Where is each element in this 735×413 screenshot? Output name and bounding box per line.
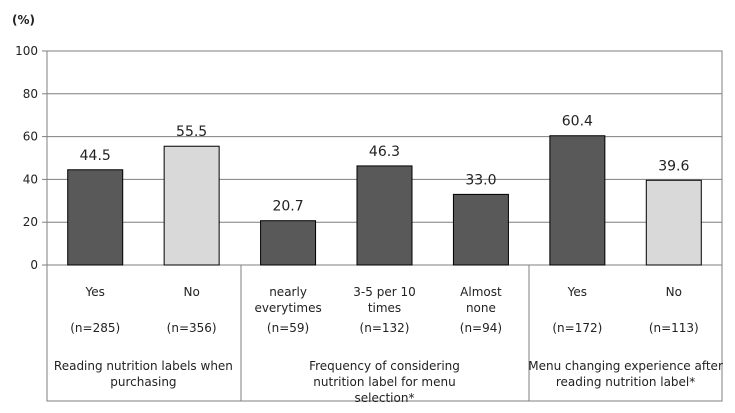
category-label: nearly: [269, 285, 307, 299]
bar-value-label: 44.5: [80, 148, 111, 164]
group-labels: Reading nutrition labels when purchasing F…: [54, 359, 723, 405]
category-n-label: (n=94): [460, 321, 502, 335]
y-tick-label: 80: [23, 87, 38, 101]
bar: [645, 179, 702, 266]
bar-value-label: 55.5: [176, 124, 207, 140]
bar: [67, 169, 124, 266]
y-tick-label: 0: [30, 258, 38, 272]
bar: [452, 193, 509, 266]
group-label: reading nutrition label*: [556, 375, 695, 389]
category-label: none: [466, 301, 496, 315]
category-n-label: (n=59): [267, 321, 309, 335]
group-label: nutrition label for menu: [313, 375, 455, 389]
category-n-label: (n=285): [70, 321, 120, 335]
bar-value-label: 46.3: [369, 144, 400, 160]
y-axis-unit-label: (%): [12, 13, 35, 27]
group-label: Menu changing experience after: [528, 359, 723, 373]
bar: [163, 145, 220, 266]
bar-value-label: 39.6: [658, 158, 689, 174]
category-n-label: (n=172): [552, 321, 602, 335]
bar-value-label: 33.0: [465, 172, 496, 188]
category-n-label: (n=113): [649, 321, 699, 335]
bars: [67, 135, 702, 266]
y-tick-label: 40: [23, 172, 38, 186]
y-tick-label: 20: [23, 215, 38, 229]
group-label: selection*: [355, 391, 415, 405]
category-label: everytimes: [254, 301, 321, 315]
plot-frame: [46, 50, 723, 402]
category-n-label: (n=356): [167, 321, 217, 335]
bar: [356, 165, 413, 266]
category-label: Almost: [460, 285, 502, 299]
bar: [260, 220, 317, 266]
value-labels: 44.5 55.5 20.7 46.3 33.0 60.4 39.6: [80, 114, 690, 215]
bar-value-label: 60.4: [562, 114, 593, 130]
category-label: No: [666, 285, 682, 299]
category-label: Yes: [567, 285, 587, 299]
category-labels: Yes (n=285) No (n=356) nearly everytimes (n=59…: [70, 285, 699, 335]
bar: [549, 135, 606, 266]
y-tick-label: 100: [15, 44, 38, 58]
category-n-label: (n=132): [360, 321, 410, 335]
bar-value-label: 20.7: [272, 199, 303, 215]
category-label: times: [368, 301, 401, 315]
group-label: Reading nutrition labels when: [54, 359, 233, 373]
y-tick-label: 60: [23, 130, 38, 144]
category-label: 3-5 per 10: [353, 285, 415, 299]
category-label: No: [183, 285, 199, 299]
category-label: Yes: [85, 285, 105, 299]
group-label: Frequency of considering: [309, 359, 460, 373]
y-axis: 0 20 40 60 80 100 (%): [12, 13, 47, 272]
group-label: purchasing: [110, 375, 176, 389]
